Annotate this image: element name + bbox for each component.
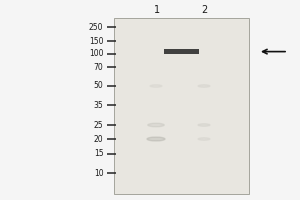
Ellipse shape	[148, 123, 164, 127]
Text: 1: 1	[154, 5, 160, 15]
Ellipse shape	[147, 137, 165, 141]
Text: 250: 250	[89, 22, 103, 31]
Text: 25: 25	[94, 120, 104, 130]
Text: 150: 150	[89, 36, 103, 46]
Ellipse shape	[198, 138, 210, 140]
Text: 35: 35	[94, 100, 103, 110]
Text: 70: 70	[94, 62, 103, 72]
Ellipse shape	[198, 124, 210, 126]
Text: 15: 15	[94, 150, 104, 158]
Text: 10: 10	[94, 168, 104, 178]
Text: 2: 2	[201, 5, 207, 15]
Ellipse shape	[198, 85, 210, 87]
Bar	[114, 18, 249, 194]
Text: 50: 50	[94, 81, 103, 90]
Bar	[164, 49, 199, 54]
Text: 100: 100	[89, 49, 103, 58]
Text: 20: 20	[94, 134, 104, 144]
Ellipse shape	[150, 85, 162, 87]
